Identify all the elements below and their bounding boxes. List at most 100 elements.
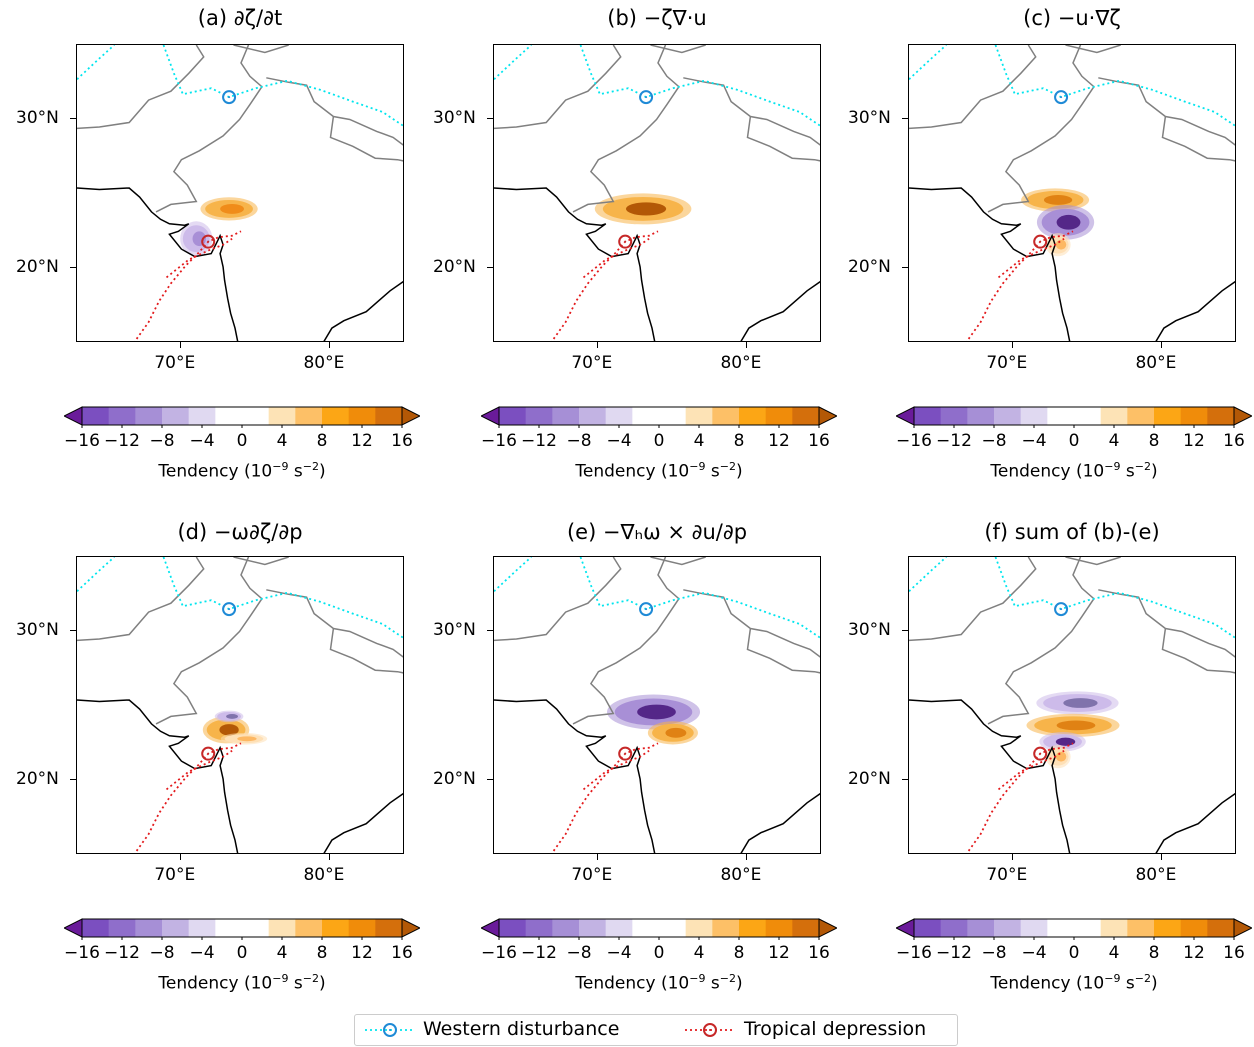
map-panel (908, 44, 1236, 342)
map-canvas (909, 45, 1235, 341)
country-border (650, 45, 706, 54)
colorbar: −16 −12 −8 −4 0 4 8 12 16 Tendency (10−9 s−2) (481, 916, 837, 1006)
colorbar-tick-label: −12 (521, 431, 557, 451)
colorbar-tick-label: −4 (1021, 431, 1047, 451)
lon-tick-label: 70°E (154, 865, 196, 885)
lon-tick-label: 80°E (720, 353, 762, 373)
coastline-east (1155, 792, 1235, 853)
western-disturbance-track (909, 45, 947, 80)
contour-blob (200, 197, 258, 221)
lat-tick-label: 30°N (848, 619, 891, 640)
colorbar-label-part: −2 (302, 460, 319, 473)
country-border (1065, 557, 1121, 566)
lat-tick-mark (902, 266, 908, 269)
country-border (494, 557, 622, 642)
lat-tick-label: 20°N (433, 768, 476, 789)
colorbar-tick-label: 0 (1068, 943, 1080, 963)
tropical-depression-track (997, 237, 1065, 279)
lon-tick-mark (745, 342, 748, 348)
panel-title: (a) ∂ζ/∂t (197, 6, 283, 30)
colorbar-tick-label: 4 (693, 943, 705, 963)
western-disturbance-track (162, 45, 403, 127)
colorbar-tick-label: −8 (981, 943, 1007, 963)
tropical-depression-track (582, 749, 650, 791)
western-disturbance-track (77, 45, 115, 80)
country-border (909, 45, 1037, 130)
country-border (233, 45, 289, 54)
country-border (1098, 77, 1235, 146)
contour-blob (214, 710, 244, 723)
lat-tick-label: 30°N (848, 107, 891, 128)
colorbar-tick-label: −8 (149, 943, 175, 963)
country-border (650, 557, 706, 566)
colorbar-tick-label: 8 (1148, 943, 1160, 963)
colorbar-tick-label: 12 (351, 431, 373, 451)
colorbar-tick-label: 4 (1108, 431, 1120, 451)
western-disturbance-legend-marker (365, 1023, 415, 1037)
lon-tick-label: 80°E (303, 353, 345, 373)
lon-tick-mark (745, 854, 748, 860)
colorbar-label: Tendency (10−9 s−2) (896, 972, 1252, 994)
contour-blob (220, 732, 268, 745)
country-border (494, 45, 622, 130)
colorbar-tick-label: −8 (566, 431, 592, 451)
colorbar-label-part: −9 (272, 972, 289, 985)
lon-tick-label: 70°E (571, 865, 613, 885)
western-disturbance-marker (639, 602, 654, 617)
colorbar-tick-label: 16 (808, 431, 830, 451)
lon-tick-label: 70°E (986, 353, 1028, 373)
map-canvas (494, 45, 820, 341)
western-disturbance-marker (222, 602, 237, 617)
lat-tick-mark (487, 117, 493, 120)
lon-tick-mark (179, 342, 182, 348)
legend-tropical-depression: Tropical depression (744, 1018, 927, 1040)
colorbar-tick-label: 4 (276, 943, 288, 963)
lat-tick-label: 30°N (16, 107, 59, 128)
colorbar-bar (896, 406, 1252, 428)
colorbar-label: Tendency (10−9 s−2) (64, 972, 420, 994)
colorbar-tick-label: −12 (936, 431, 972, 451)
colorbar-tick-label: 16 (391, 943, 413, 963)
contour-blob (594, 193, 692, 225)
colorbar: −16 −12 −8 −4 0 4 8 12 16 Tendency (10−9 s−2) (481, 404, 837, 494)
map-panel (493, 44, 821, 342)
lat-tick-label: 20°N (433, 256, 476, 277)
western-disturbance-track (162, 557, 403, 639)
country-border (987, 557, 1095, 725)
lat-tick-mark (487, 778, 493, 781)
colorbar-tick-label: −4 (1021, 943, 1047, 963)
country-border (266, 77, 403, 146)
colorbar-label-part: −2 (719, 460, 736, 473)
contour-blob (1039, 732, 1086, 752)
contour-blob (1036, 691, 1119, 715)
lat-tick-label: 20°N (16, 256, 59, 277)
colorbar-label-part: s (288, 461, 303, 482)
lat-tick-label: 20°N (848, 768, 891, 789)
coastline-east (740, 280, 820, 341)
map-panel (908, 556, 1236, 854)
country-border (987, 45, 1095, 213)
colorbar-tick-label: 8 (733, 431, 745, 451)
colorbar-tick-label: 12 (768, 431, 790, 451)
coastline (494, 699, 656, 853)
colorbar-tick-label: −4 (189, 431, 215, 451)
panel-title: (e) −∇ₕω × ∂u/∂p (566, 520, 748, 544)
panel-title: (b) −ζ∇·u (607, 6, 707, 30)
lat-tick-mark (902, 117, 908, 120)
lon-tick-label: 70°E (571, 353, 613, 373)
colorbar-label-part: ) (1150, 461, 1158, 482)
lon-tick-mark (1160, 342, 1163, 348)
colorbar-bar (896, 918, 1252, 940)
colorbar-label-part: ) (735, 461, 743, 482)
lon-tick-label: 80°E (303, 865, 345, 885)
lon-tick-label: 80°E (1135, 865, 1177, 885)
western-disturbance-track (494, 45, 532, 80)
country-border (77, 45, 205, 130)
tropical-depression-marker (1033, 234, 1048, 249)
lat-tick-mark (902, 629, 908, 632)
lat-tick-mark (902, 778, 908, 781)
colorbar-label-part: Tendency (10 (575, 973, 690, 994)
coastline (77, 187, 239, 341)
colorbar-tick-label: 8 (1148, 431, 1160, 451)
